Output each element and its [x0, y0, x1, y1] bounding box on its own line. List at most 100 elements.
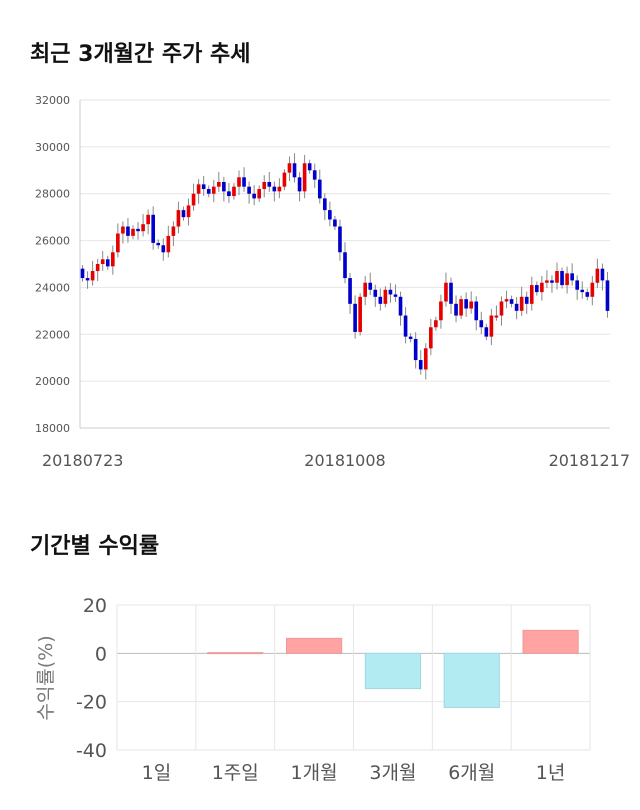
candle	[136, 222, 140, 240]
candle	[373, 284, 378, 307]
candles	[80, 153, 610, 380]
candle	[403, 307, 408, 344]
candle	[206, 185, 211, 198]
candle	[368, 272, 373, 295]
price-x-tick: 20181008	[304, 451, 385, 470]
candle	[474, 296, 479, 331]
candle	[287, 156, 292, 182]
candle	[494, 305, 499, 321]
returns-bar	[443, 652, 500, 708]
candle	[121, 221, 125, 244]
candle	[479, 311, 484, 335]
candle	[211, 179, 216, 203]
candle	[353, 295, 357, 339]
price-y-tick: 30000	[35, 141, 70, 154]
candle	[418, 349, 423, 375]
candle	[529, 276, 534, 311]
candle	[428, 318, 433, 356]
candle	[317, 169, 322, 204]
candle	[277, 178, 282, 199]
price-y-tick: 28000	[35, 188, 70, 201]
returns-x-tick: 1일	[142, 762, 172, 784]
candle	[519, 286, 524, 317]
price-y-tick: 18000	[35, 422, 70, 435]
candle	[358, 293, 362, 336]
candle	[348, 272, 352, 314]
candle	[605, 271, 610, 318]
candle	[550, 275, 554, 293]
returns-grid	[116, 604, 591, 751]
candle	[227, 182, 231, 203]
candle	[201, 175, 206, 196]
candle	[570, 263, 574, 286]
candle	[181, 206, 186, 221]
candlestick-chart: 18000 20000 22000 24000 26000 28000 30000 32000…	[35, 94, 630, 470]
candle	[186, 198, 191, 226]
candle	[237, 170, 241, 196]
candle	[444, 272, 448, 307]
price-y-tick: 20000	[35, 375, 70, 388]
candle	[272, 181, 277, 202]
candle	[413, 332, 418, 369]
candle	[383, 286, 388, 308]
candle	[504, 290, 509, 309]
candle	[80, 265, 85, 282]
candle	[166, 225, 171, 258]
returns-y-tick: -20	[76, 692, 107, 714]
candle	[297, 172, 302, 202]
candle	[257, 185, 262, 202]
candle	[484, 323, 489, 341]
candle	[110, 245, 115, 275]
candle	[555, 262, 559, 290]
candle	[524, 291, 529, 314]
candle	[151, 206, 156, 250]
candle	[338, 219, 342, 261]
candle	[595, 258, 600, 288]
candle	[343, 242, 347, 284]
candle	[575, 275, 580, 300]
candle	[600, 263, 605, 291]
candle	[454, 295, 458, 323]
candle	[302, 154, 307, 199]
returns-x-axis: 1일 1주일 1개월 3개월 6개월 1년	[142, 762, 566, 784]
price-y-tick: 26000	[35, 235, 70, 248]
returns-y-tick: 0	[95, 643, 107, 665]
price-y-tick: 32000	[35, 94, 70, 107]
candle	[408, 333, 413, 343]
candle	[439, 294, 443, 329]
candle	[292, 153, 297, 183]
returns-x-tick: 1개월	[291, 762, 338, 784]
price-x-axis: 20180723 20181008 20181217	[42, 451, 630, 470]
candle	[90, 260, 95, 286]
price-trend-title: 최근 3개월간 주가 추세	[30, 42, 251, 67]
candle	[85, 271, 90, 289]
returns-y-tick: -40	[76, 740, 107, 762]
candle	[514, 297, 519, 320]
candle	[423, 343, 428, 380]
returns-x-tick: 3개월	[369, 762, 416, 784]
returns-bars	[207, 629, 579, 708]
candle	[333, 215, 337, 231]
returns-y-axis: -40 -20 0 20	[76, 595, 107, 762]
price-y-tick: 24000	[35, 281, 70, 294]
candle	[398, 291, 403, 326]
candle	[242, 167, 246, 192]
candle	[464, 292, 468, 317]
candle	[171, 221, 176, 246]
candle	[196, 179, 201, 204]
candle	[267, 171, 272, 192]
candle	[191, 183, 196, 211]
candle	[328, 201, 332, 227]
candle	[590, 275, 595, 306]
candle	[156, 239, 161, 249]
candle	[282, 169, 287, 191]
candle	[378, 288, 383, 311]
candle	[489, 308, 494, 346]
returns-bar	[285, 637, 343, 654]
candle	[126, 218, 130, 243]
candle	[307, 159, 312, 174]
candle	[247, 181, 251, 204]
candle	[509, 295, 514, 308]
candle	[131, 225, 135, 240]
candle	[585, 288, 590, 301]
